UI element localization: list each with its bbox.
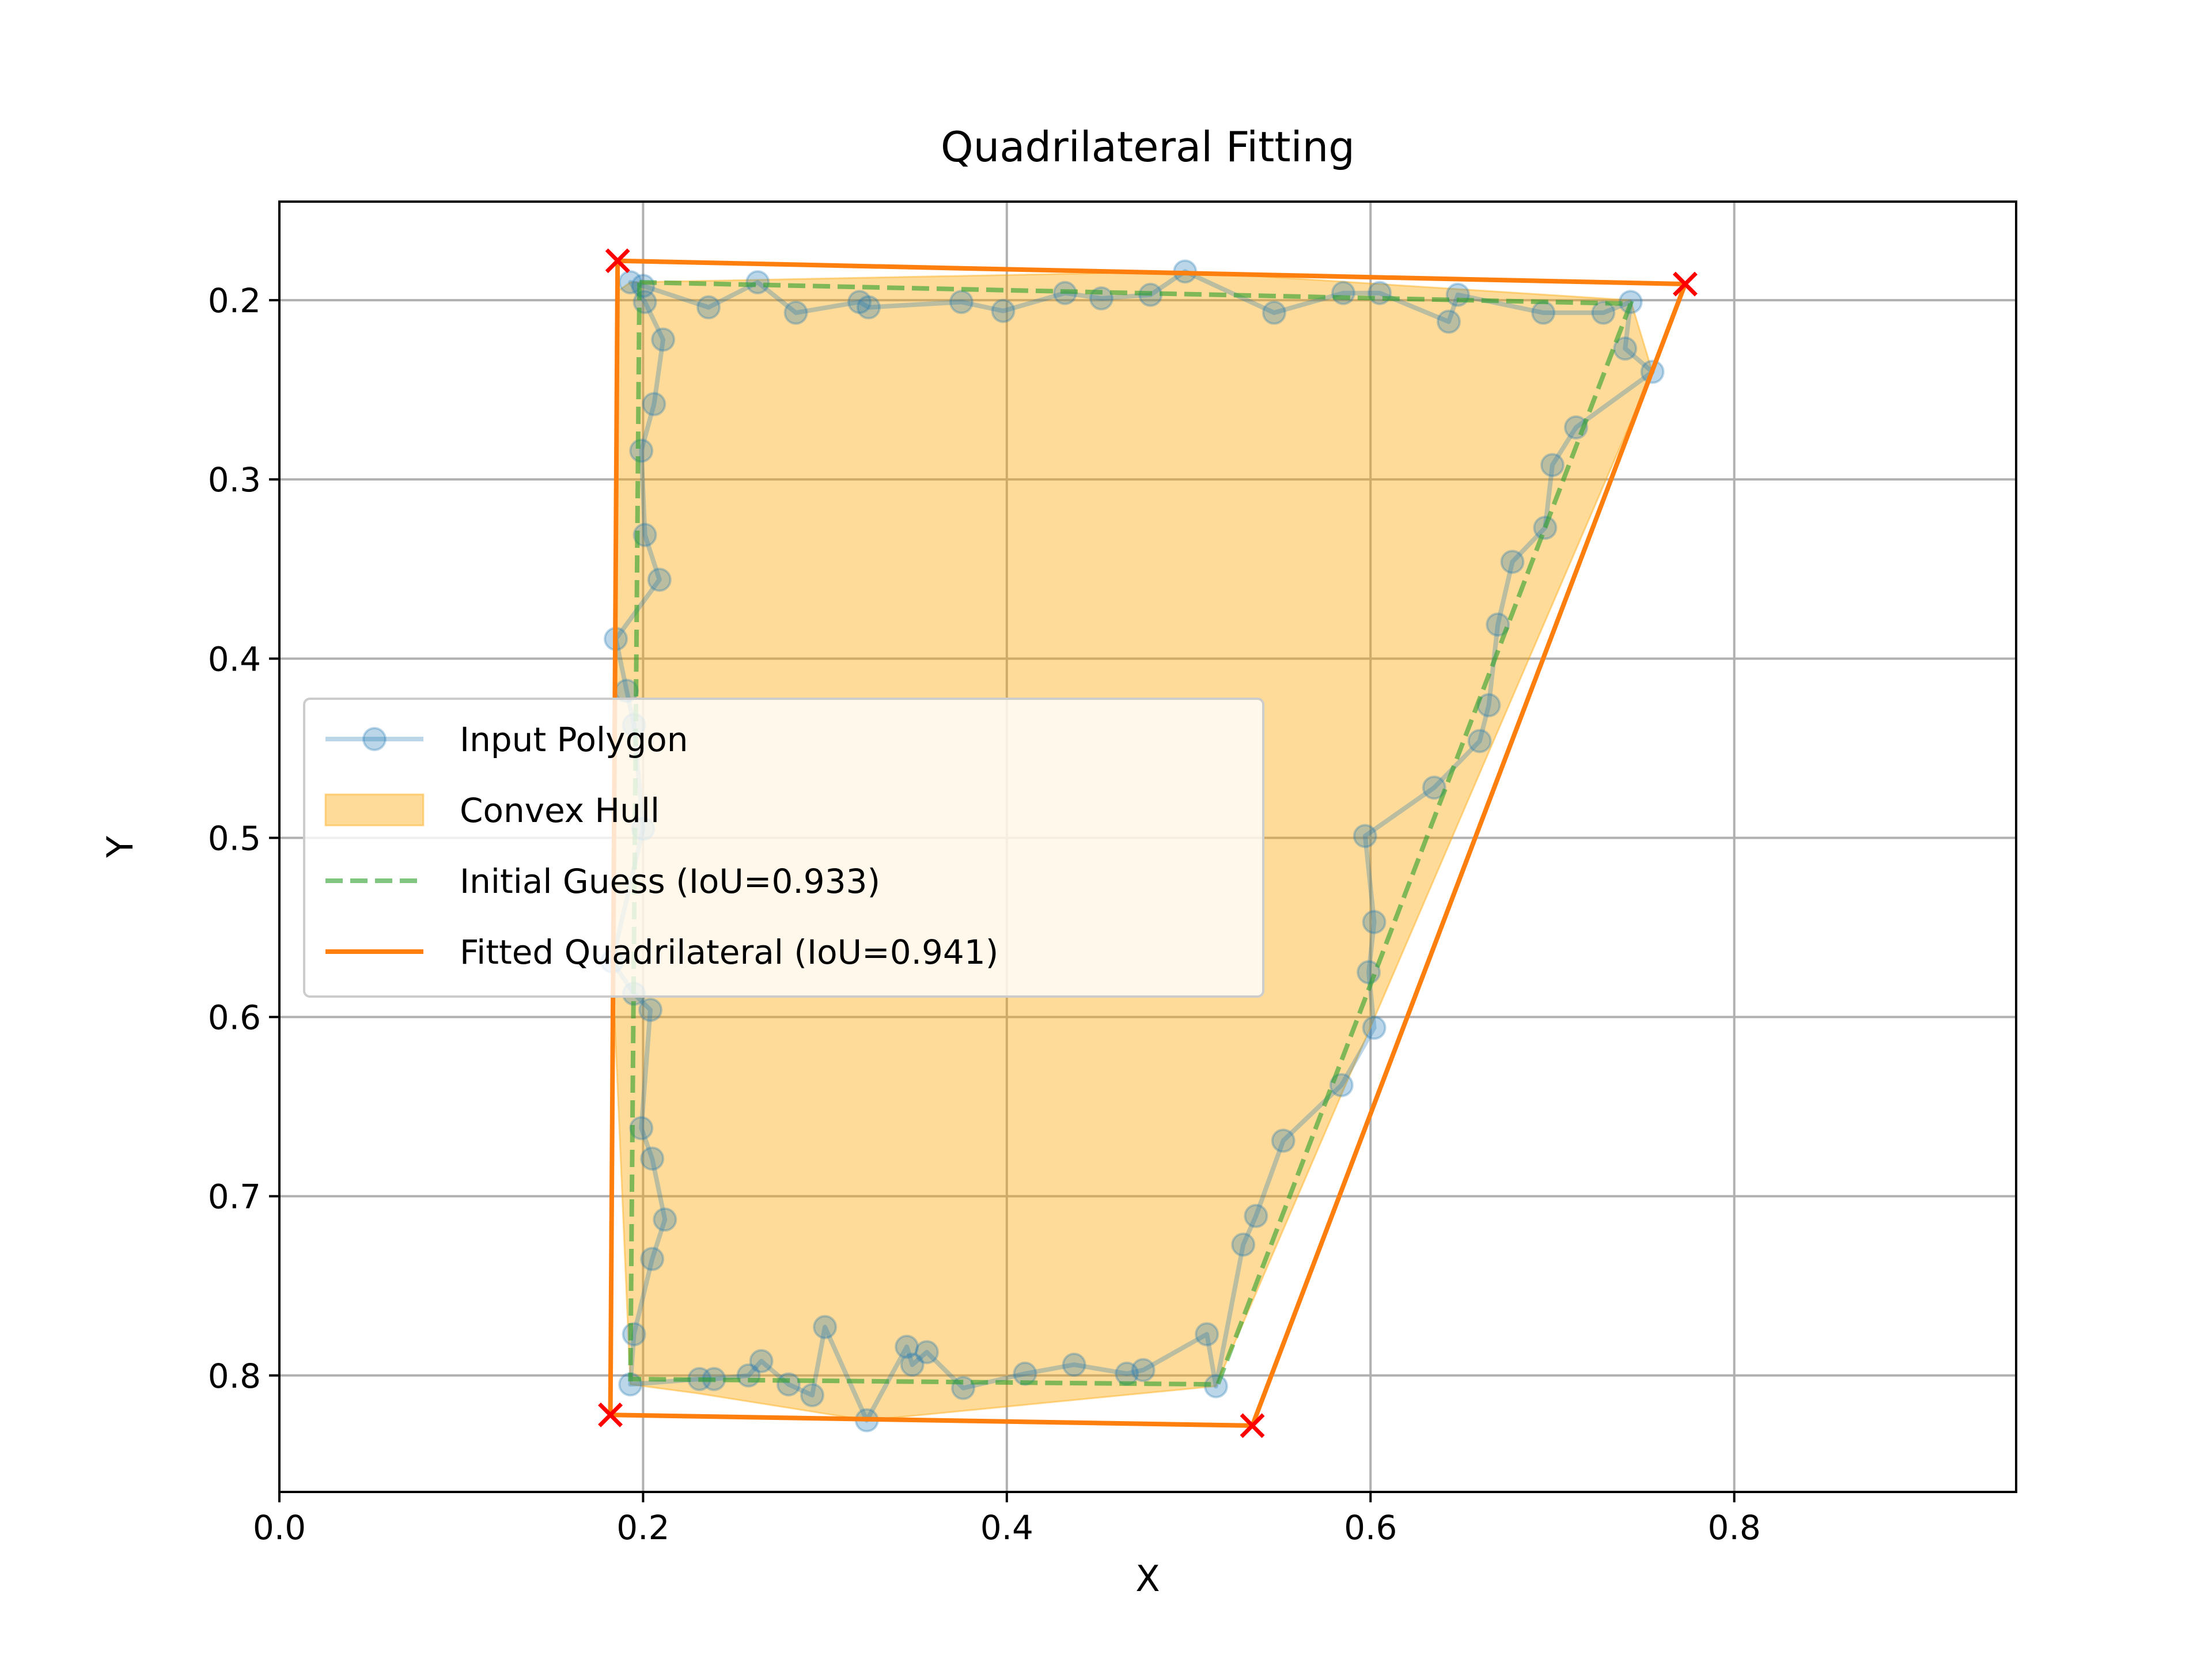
initial-guess-line [628,279,1634,1387]
legend: Input Polygon Convex Hull Initial Guess (I… [303,698,1264,998]
input-polygon-point [640,1146,665,1171]
input-polygon-point [736,1363,761,1388]
input-polygon-point [745,270,770,294]
plot-frame [278,200,2017,1493]
input-polygon-point [847,290,872,315]
input-polygon-point [1231,1232,1256,1257]
input-polygon-point [653,1207,677,1232]
corner-marker [598,1402,623,1427]
x-tick-label: 0.6 [1344,1508,1397,1547]
y-tick-label: 0.4 [208,639,261,679]
input-polygon-point [1422,775,1446,800]
input-polygon-point [696,295,721,320]
y-tick-label: 0.7 [208,1177,261,1217]
input-polygon-point [622,1322,646,1347]
input-polygon-layer [600,259,1665,1433]
input-polygon-point [629,438,654,463]
corner-marker-stroke [605,248,630,274]
input-polygon-point [776,1372,801,1397]
corner-marker-stroke [1240,1413,1265,1438]
y-tick-label: 0.8 [208,1357,261,1396]
input-polygon-point [856,295,881,320]
input-polygon-point [1533,516,1558,540]
legend-convex-hull-label: Convex Hull [460,791,660,830]
input-polygon-point [651,327,676,352]
input-polygon-point [914,1340,939,1365]
input-polygon-point [1486,612,1510,637]
legend-input-polygon-marker [362,727,387,751]
initial-guess-layer [628,279,1634,1387]
input-polygon-point [1062,1353,1086,1377]
y-tick-label: 0.2 [208,281,261,320]
input-polygon-point [949,290,974,315]
input-polygon-point [783,300,808,325]
input-polygon-point [1613,336,1638,361]
input-polygon-point [1271,1128,1296,1153]
input-polygon-point [1531,300,1556,325]
input-polygon-point [895,1335,919,1359]
axis-ticks: 0.0 0.2 0.4 0.6 0.8 0.2 0.3 0.4 0.5 0.6 0.7 0.8 [208,281,1761,1547]
input-polygon-point [1467,729,1492,753]
input-polygon-point [640,1247,665,1271]
input-polygon-point [900,1353,925,1377]
input-polygon-point [1540,453,1565,478]
input-polygon-point [813,1315,838,1339]
input-polygon-point [1244,1203,1268,1228]
legend-input-polygon-label: Input Polygon [460,720,688,759]
corner-marker-stroke [598,1402,623,1427]
corner-marker [1672,271,1698,297]
x-tick-label: 0.4 [980,1508,1033,1547]
input-polygon-point [1362,1016,1387,1040]
corner-marker-stroke [1672,271,1698,297]
input-polygon-point [800,1383,825,1407]
x-axis-label: X [1135,1558,1160,1600]
y-tick-label: 0.5 [208,819,261,858]
input-polygon-point [1131,1358,1156,1382]
legend-convex-hull-patch [324,793,425,827]
input-polygon-point [1362,910,1387,934]
legend-box [303,698,1264,998]
x-tick-label: 0.2 [616,1508,669,1547]
corner-markers-layer [598,248,1698,1438]
x-tick-label: 0.0 [253,1508,306,1547]
chart-title: Quadrilateral Fitting [941,123,1355,171]
input-polygon-point [991,298,1016,323]
input-polygon-point [749,1349,774,1373]
input-polygon-point [1195,1322,1219,1347]
legend-fitted-quadrilateral-label: Fitted Quadrilateral (IoU=0.941) [460,933,998,972]
input-polygon-point [638,998,663,1022]
input-polygon-point [1353,824,1377,849]
y-tick-label: 0.6 [208,998,261,1037]
corner-marker [605,248,630,274]
input-polygon-point [647,567,672,592]
x-tick-label: 0.8 [1708,1508,1761,1547]
input-polygon-point [1262,300,1286,325]
legend-initial-guess-label: Initial Guess (IoU=0.933) [460,862,880,901]
y-axis-label: Y [99,836,141,858]
input-polygon-line [609,269,1655,1423]
input-polygon-point [642,392,666,416]
input-polygon-point [1331,281,1355,305]
corner-marker [1240,1413,1265,1438]
y-tick-label: 0.3 [208,460,261,499]
input-polygon-point [1591,300,1616,325]
input-polygon-point [1436,309,1461,334]
input-polygon-point [1500,550,1525,574]
